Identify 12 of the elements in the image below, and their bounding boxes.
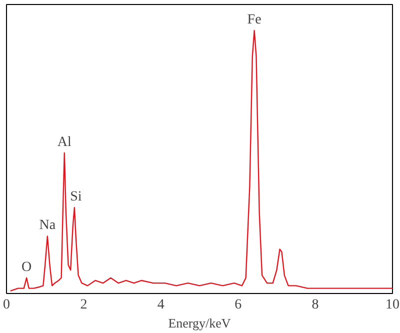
x-tick-label: 8 xyxy=(312,298,319,312)
x-tick-label: 2 xyxy=(80,298,88,312)
x-axis-title: Energy/keV xyxy=(168,316,232,330)
x-tick-label: 10 xyxy=(386,298,400,312)
annotation: Al xyxy=(57,134,72,150)
annotation: O xyxy=(22,260,32,275)
x-tick-label: 6 xyxy=(234,298,242,312)
annotation: Si xyxy=(70,190,82,205)
annotation: Na xyxy=(39,218,56,234)
x-tick-label: 4 xyxy=(157,298,164,312)
annotation: Fe xyxy=(247,12,262,28)
x-tick-label: 0 xyxy=(3,298,10,312)
